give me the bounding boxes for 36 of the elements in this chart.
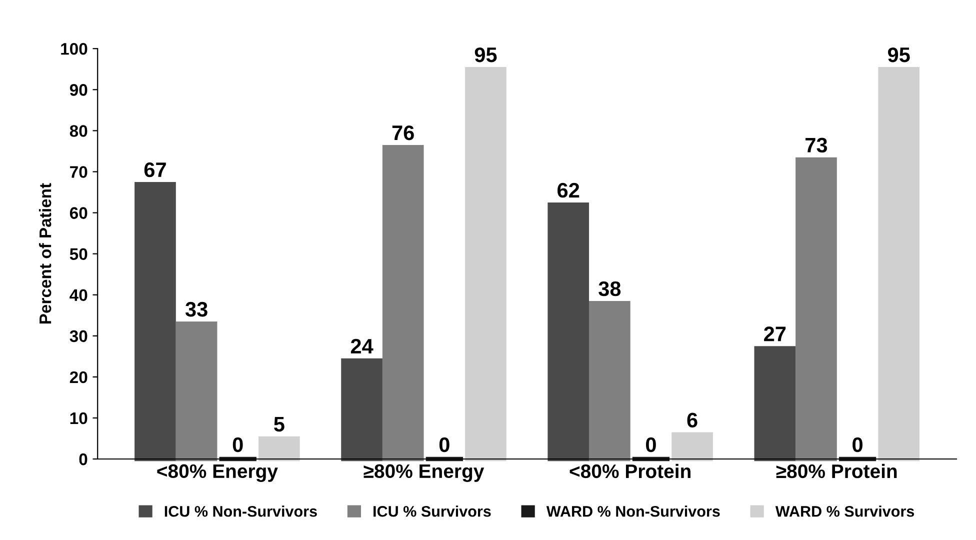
data-label: 67 (144, 162, 166, 178)
legend-label: WARD % Survivors (775, 506, 914, 517)
y-tick-label: 20 (70, 371, 88, 384)
data-label: 0 (439, 437, 450, 452)
y-tick-label: 50 (70, 248, 88, 260)
y-tick-label: 10 (70, 412, 88, 424)
x-tick-label: ≥80% Energy (364, 464, 484, 482)
y-tick-label: 0 (79, 453, 88, 466)
data-label: 0 (232, 437, 243, 452)
data-label: 6 (687, 412, 698, 428)
y-tick-label: 30 (70, 330, 88, 342)
data-label: 0 (852, 437, 862, 452)
data-label: 95 (888, 47, 910, 62)
data-label: 62 (558, 182, 580, 198)
data-label: 24 (350, 338, 374, 354)
legend-label: ICU % Non-Survivors (164, 506, 317, 517)
x-tick-label: <80% Protein (570, 464, 690, 478)
y-tick-label: 60 (70, 207, 88, 219)
x-tick-label: ≥80% Protein (776, 464, 897, 478)
x-tick-label: <80% Energy (157, 464, 278, 482)
y-tick-label: 40 (70, 289, 88, 302)
y-axis-title: Percent of Patient (38, 183, 52, 324)
legend-label: WARD % Non-Survivors (546, 506, 720, 517)
data-label: 27 (764, 326, 786, 342)
y-tick-label: 90 (70, 84, 88, 96)
legend-label: ICU % Survivors (374, 506, 491, 517)
y-tick-label: 80 (70, 125, 88, 137)
data-label: 33 (185, 302, 208, 317)
data-label: 5 (274, 417, 284, 432)
data-label: 38 (598, 281, 621, 296)
data-label: 0 (646, 437, 656, 452)
data-label: 76 (392, 125, 414, 140)
data-label: 73 (806, 138, 828, 153)
data-label: 95 (474, 47, 497, 62)
y-tick-label: 100 (61, 43, 88, 55)
y-tick-label: 70 (70, 166, 88, 178)
